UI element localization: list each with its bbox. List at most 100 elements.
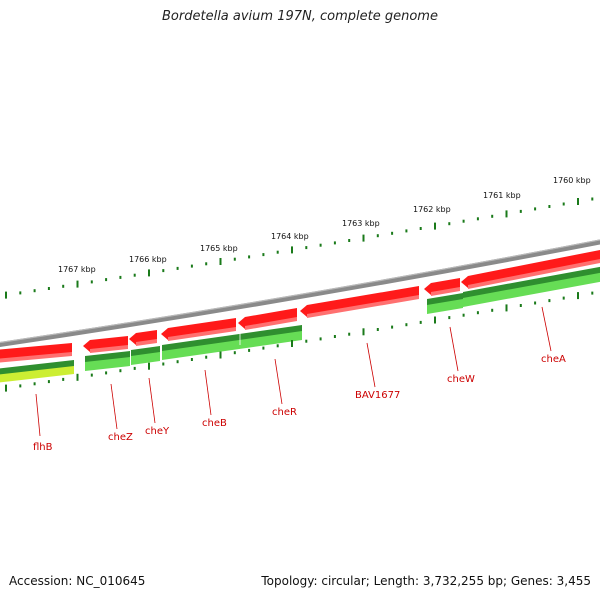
gene-labels: flhB cheZ cheY cheB cheR BAV1677 cheW ch… bbox=[33, 354, 566, 453]
minor-tick bbox=[105, 278, 108, 282]
major-tick bbox=[362, 234, 365, 242]
minor-tick bbox=[33, 289, 36, 293]
major-tick bbox=[219, 351, 222, 359]
minor-tick bbox=[462, 219, 465, 223]
minor-tick bbox=[333, 335, 336, 338]
minor-tick bbox=[476, 311, 479, 315]
minor-tick bbox=[534, 301, 537, 305]
major-tick bbox=[148, 269, 150, 277]
minor-tick bbox=[348, 332, 351, 336]
minor-tick bbox=[491, 308, 494, 312]
gene-label-cheY[interactable]: cheY bbox=[145, 426, 170, 437]
minor-tick bbox=[205, 262, 208, 266]
minor-tick bbox=[376, 234, 379, 238]
gene-label-cheW[interactable]: cheW bbox=[447, 374, 475, 385]
major-tick bbox=[76, 373, 79, 381]
minor-tick bbox=[19, 384, 22, 388]
minor-tick bbox=[448, 316, 451, 320]
minor-tick bbox=[233, 257, 236, 261]
major-tick bbox=[291, 340, 293, 347]
scale-label-1761: 1761 kbp bbox=[483, 191, 521, 200]
gene-label-BAV1677[interactable]: BAV1677 bbox=[355, 390, 400, 401]
minor-tick bbox=[133, 273, 136, 277]
minor-tick bbox=[176, 266, 179, 270]
minor-tick bbox=[405, 323, 408, 327]
minor-tick bbox=[319, 337, 322, 341]
minor-tick bbox=[391, 325, 394, 329]
inner-scale-ticks bbox=[5, 291, 594, 392]
genome-backbone bbox=[0, 239, 600, 348]
cds-arrow[interactable] bbox=[0, 343, 72, 362]
scale-label-1760: 1760 kbp bbox=[553, 176, 591, 185]
minor-tick bbox=[62, 377, 65, 381]
minor-tick bbox=[105, 371, 108, 375]
minor-tick bbox=[591, 291, 594, 295]
gene-label-cheA[interactable]: cheA bbox=[541, 354, 566, 365]
minor-tick bbox=[190, 358, 193, 361]
minor-tick bbox=[348, 239, 351, 242]
minor-tick bbox=[376, 328, 379, 331]
major-tick bbox=[505, 210, 508, 218]
scale-label-1763: 1763 kbp bbox=[342, 219, 380, 228]
minor-tick bbox=[190, 264, 193, 268]
minor-tick bbox=[47, 287, 50, 290]
scale-label-1765: 1765 kbp bbox=[200, 244, 238, 253]
major-tick bbox=[5, 291, 7, 299]
minor-tick bbox=[333, 241, 336, 245]
minor-tick bbox=[491, 214, 494, 218]
minor-tick bbox=[419, 227, 422, 230]
minor-tick bbox=[534, 207, 537, 211]
cds-arrow[interactable] bbox=[238, 308, 297, 329]
minor-tick bbox=[119, 275, 122, 279]
major-tick bbox=[505, 304, 508, 312]
minor-tick bbox=[476, 217, 479, 221]
minor-tick bbox=[548, 299, 551, 303]
map-title: Bordetella avium 197N, complete genome bbox=[162, 9, 438, 24]
minor-tick bbox=[305, 246, 308, 250]
gene-label-cheB[interactable]: cheB bbox=[202, 418, 227, 429]
minor-tick bbox=[448, 222, 451, 226]
scale-label-1766: 1766 kbp bbox=[129, 255, 167, 264]
gene-label-cheR[interactable]: cheR bbox=[272, 407, 297, 418]
gene-label-flhB[interactable]: flhB bbox=[33, 442, 53, 453]
scale-label-1762: 1762 kbp bbox=[413, 205, 451, 214]
minor-tick bbox=[90, 280, 93, 284]
accession-text: Accession: NC_010645 bbox=[9, 574, 146, 588]
cds-arrow[interactable] bbox=[161, 318, 236, 340]
minor-tick bbox=[233, 351, 236, 355]
minor-tick bbox=[591, 197, 594, 201]
minor-tick bbox=[119, 369, 122, 373]
minor-tick bbox=[276, 250, 279, 254]
minor-tick bbox=[133, 366, 136, 370]
scale-labels: 1767 kbp 1766 kbp 1765 kbp 1764 kbp 1763… bbox=[58, 176, 591, 274]
minor-tick bbox=[462, 313, 465, 317]
minor-tick bbox=[33, 382, 36, 386]
minor-tick bbox=[262, 346, 265, 350]
genome-summary-text: Topology: circular; Length: 3,732,255 bp… bbox=[261, 574, 591, 588]
major-tick bbox=[5, 384, 7, 392]
minor-tick bbox=[262, 253, 265, 257]
major-tick bbox=[577, 292, 579, 300]
minor-tick bbox=[405, 229, 408, 233]
cds-arrow[interactable] bbox=[300, 286, 419, 317]
cds-arrow[interactable] bbox=[461, 248, 600, 288]
minor-tick bbox=[519, 209, 522, 213]
major-tick bbox=[362, 328, 365, 336]
minor-tick bbox=[90, 373, 93, 377]
major-tick bbox=[577, 198, 579, 205]
gene-callouts bbox=[35, 306, 552, 437]
minor-tick bbox=[162, 362, 165, 366]
scale-label-1764: 1764 kbp bbox=[271, 232, 309, 241]
minor-tick bbox=[62, 284, 65, 288]
major-tick bbox=[291, 246, 293, 254]
gene-label-cheZ[interactable]: cheZ bbox=[108, 432, 133, 443]
minor-tick bbox=[276, 344, 279, 348]
minor-tick bbox=[248, 348, 251, 352]
minor-tick bbox=[548, 205, 551, 208]
cds-track bbox=[0, 248, 600, 363]
minor-tick bbox=[19, 291, 22, 295]
outer-scale-ticks bbox=[5, 197, 594, 299]
minor-tick bbox=[519, 304, 522, 307]
